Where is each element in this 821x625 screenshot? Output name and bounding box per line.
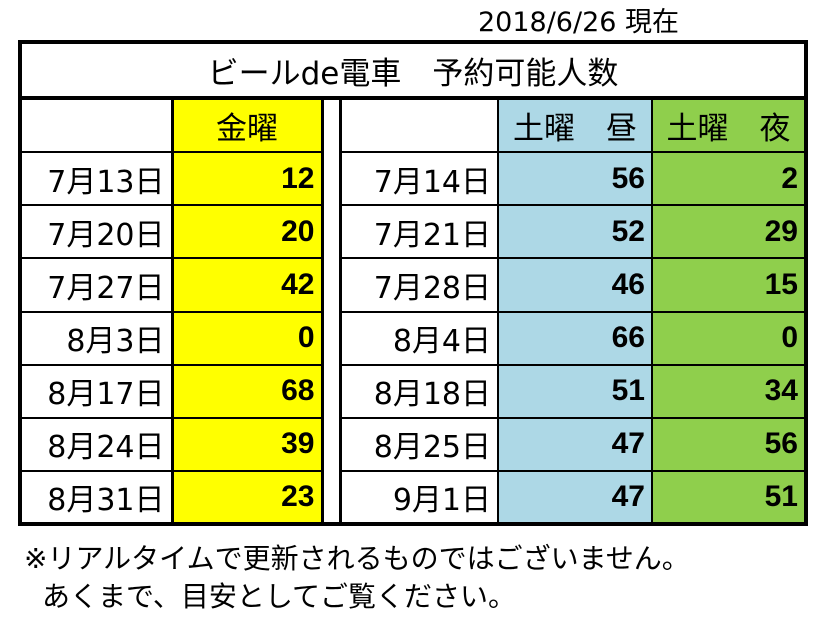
- saturday-day-count: 51: [497, 363, 653, 419]
- friday-count: 68: [170, 363, 324, 419]
- disclaimer-note: ※リアルタイムで更新されるものではございません。 あくまで、目安としてご覧くださ…: [24, 540, 690, 616]
- saturday-date: 9月1日: [339, 469, 499, 526]
- friday-count: 23: [170, 469, 324, 526]
- saturday-night-count: 2: [651, 151, 807, 207]
- saturday-date: 8月25日: [339, 416, 499, 472]
- saturday-day-count: 46: [497, 257, 653, 313]
- friday-date: 8月17日: [19, 363, 173, 419]
- header-friday: 金曜: [170, 97, 324, 154]
- saturday-night-count: 56: [651, 416, 807, 472]
- saturday-night-count: 0: [651, 310, 807, 366]
- table-title: ビールde電車 予約可能人数: [19, 40, 807, 101]
- disclaimer-line-1: ※リアルタイムで更新されるものではございません。: [24, 542, 690, 575]
- table-row: 7月13日 12 7月14日 56 2: [19, 151, 807, 207]
- table-row: 8月24日 39 8月25日 47 56: [19, 416, 807, 472]
- friday-date: 8月31日: [19, 469, 173, 526]
- saturday-date: 8月18日: [339, 363, 499, 419]
- table-row: 7月20日 20 7月21日 52 29: [19, 204, 807, 260]
- header-blank-sat-date: [339, 97, 499, 154]
- friday-count: 42: [170, 257, 324, 313]
- saturday-day-count: 66: [497, 310, 653, 366]
- saturday-date: 7月21日: [339, 204, 499, 260]
- table-header-row: 金曜 土曜 昼 土曜 夜: [19, 97, 807, 524]
- saturday-date: 7月28日: [339, 257, 499, 313]
- reservation-table: ビールde電車 予約可能人数 金曜 土曜 昼 土曜 夜 7月13日 12 7月1…: [18, 40, 808, 526]
- friday-date: 8月3日: [19, 310, 173, 366]
- saturday-night-count: 51: [651, 469, 807, 526]
- friday-date: 7月27日: [19, 257, 173, 313]
- saturday-date: 8月4日: [339, 310, 499, 366]
- friday-date: 7月13日: [19, 151, 173, 207]
- friday-date: 7月20日: [19, 204, 173, 260]
- saturday-night-count: 34: [651, 363, 807, 419]
- friday-count: 0: [170, 310, 324, 366]
- friday-count: 20: [170, 204, 324, 260]
- header-blank-fri-date: [19, 97, 173, 154]
- friday-date: 8月24日: [19, 416, 173, 472]
- column-gap: [320, 98, 342, 524]
- saturday-day-count: 56: [497, 151, 653, 207]
- header-saturday-day: 土曜 昼: [497, 97, 653, 154]
- saturday-day-count: 47: [497, 416, 653, 472]
- table-row: 7月27日 42 7月28日 46 15: [19, 257, 807, 313]
- saturday-night-count: 15: [651, 257, 807, 313]
- friday-count: 12: [170, 151, 324, 207]
- friday-count: 39: [170, 416, 324, 472]
- as-of-date: 2018/6/26 現在: [478, 7, 680, 38]
- table-title-row: ビールde電車 予約可能人数: [19, 40, 807, 101]
- saturday-night-count: 29: [651, 204, 807, 260]
- saturday-day-count: 47: [497, 469, 653, 526]
- table-row: 8月3日 0 8月4日 66 0: [19, 310, 807, 366]
- header-saturday-night: 土曜 夜: [651, 97, 807, 154]
- disclaimer-line-2: あくまで、目安としてご覧ください。: [42, 580, 517, 613]
- table-row: 8月31日 23 9月1日 47 51: [19, 469, 807, 526]
- table-row: 8月17日 68 8月18日 51 34: [19, 363, 807, 419]
- saturday-day-count: 52: [497, 204, 653, 260]
- saturday-date: 7月14日: [339, 151, 499, 207]
